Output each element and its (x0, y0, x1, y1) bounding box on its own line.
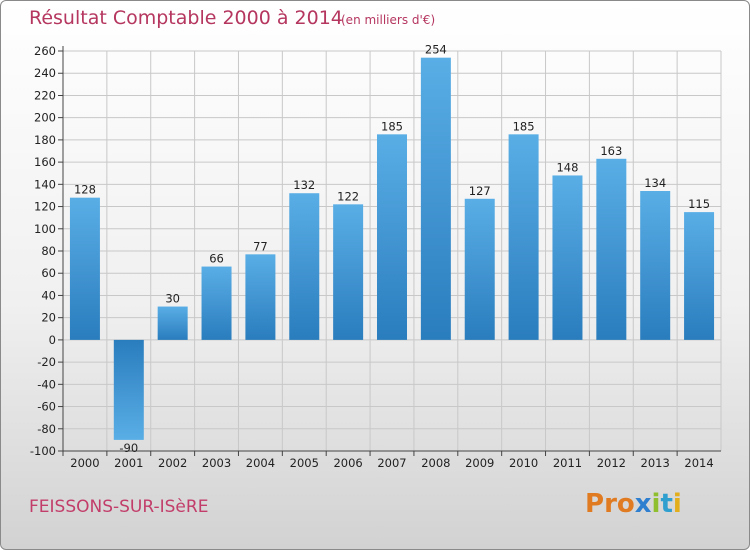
bar-2005 (289, 193, 320, 340)
value-label-2014: 115 (688, 197, 710, 211)
bar-2014 (684, 212, 715, 340)
y-tick-label: -40 (37, 377, 56, 391)
x-tick-label: 2013 (641, 456, 670, 470)
y-tick-label: -80 (37, 422, 56, 436)
y-tick-label: 0 (49, 333, 56, 347)
y-tick-label: 180 (34, 133, 56, 147)
bar-2001 (113, 339, 144, 440)
x-tick-label: 2007 (377, 456, 406, 470)
y-tick-label: 240 (34, 66, 56, 80)
bar-2003 (201, 266, 232, 340)
value-label-2008: 254 (425, 43, 447, 57)
y-tick-label: 260 (34, 44, 56, 58)
x-tick-label: 2004 (246, 456, 275, 470)
bar-2011 (552, 175, 583, 340)
x-tick-label: 2005 (290, 456, 319, 470)
y-tick-label: 140 (34, 177, 56, 191)
value-label-2002: 30 (165, 292, 180, 306)
value-label-2004: 77 (253, 239, 268, 253)
bar-2007 (377, 134, 407, 340)
value-label-2007: 185 (381, 119, 403, 133)
x-tick-label: 2010 (509, 456, 538, 470)
chart-title: Résultat Comptable 2000 à 2014 (29, 7, 343, 29)
y-tick-label: 60 (41, 266, 56, 280)
logo-letter: i (651, 489, 661, 519)
y-tick-label: 20 (41, 311, 56, 325)
bar-2010 (508, 134, 539, 340)
value-label-2003: 66 (209, 252, 224, 266)
y-tick-label: -20 (37, 355, 56, 369)
bars (69, 57, 715, 440)
chart-subtitle: (en milliers d'€) (341, 13, 436, 27)
x-tick-label: 2000 (70, 456, 99, 470)
y-tick-label: 220 (34, 88, 56, 102)
value-label-2010: 185 (513, 119, 535, 133)
logo-letter: x (634, 489, 652, 519)
bar-2002 (157, 306, 188, 340)
x-tick-label: 2003 (202, 456, 231, 470)
x-tick-label: 2008 (421, 456, 450, 470)
value-label-2001: -90 (119, 441, 138, 455)
y-tick-label: 120 (34, 200, 56, 214)
value-label-2005: 132 (293, 178, 315, 192)
proxiti-logo[interactable]: Proxiti (585, 489, 682, 519)
y-tick-label: 200 (34, 111, 56, 125)
bar-2000 (69, 197, 100, 340)
y-tick-label: 40 (41, 288, 56, 302)
x-tick-label: 2014 (684, 456, 713, 470)
bar-2004 (245, 254, 276, 340)
x-tick-label: 2002 (158, 456, 187, 470)
x-tick-label: 2009 (465, 456, 494, 470)
x-tick-label: 2001 (114, 456, 143, 470)
logo-letter: o (616, 489, 635, 519)
logo-letter: P (585, 489, 605, 519)
x-tick-label: 2011 (553, 456, 582, 470)
commune-name: FEISSONS-SUR-ISèRE (29, 497, 209, 517)
value-label-2009: 127 (469, 184, 491, 198)
bar-2006 (333, 204, 364, 340)
bar-2008 (420, 57, 451, 340)
labels: 2000 128 2001-90 2002 30 2003 66 2004 77 2005 132 2… (70, 43, 713, 470)
x-tick-label: 2012 (597, 456, 626, 470)
value-label-2013: 134 (644, 176, 666, 190)
y-tick-label: -60 (37, 400, 56, 414)
y-tick-label: 80 (41, 244, 56, 258)
value-label-2011: 148 (556, 160, 578, 174)
logo-letter: i (672, 489, 682, 519)
value-label-2000: 128 (74, 183, 96, 197)
y-tick-label: 160 (34, 155, 56, 169)
value-label-2006: 122 (337, 189, 359, 203)
axes: 260240220200180160140120100806040200-20-… (30, 44, 721, 458)
bar-2012 (596, 158, 627, 340)
bar-2009 (464, 198, 495, 340)
logo-letter: r (604, 489, 617, 519)
y-tick-label: -100 (30, 444, 56, 458)
logo-letter: t (660, 489, 673, 519)
y-tick-label: 100 (34, 222, 56, 236)
x-tick-label: 2006 (333, 456, 362, 470)
value-label-2012: 163 (600, 144, 622, 158)
bar-2013 (640, 191, 671, 340)
